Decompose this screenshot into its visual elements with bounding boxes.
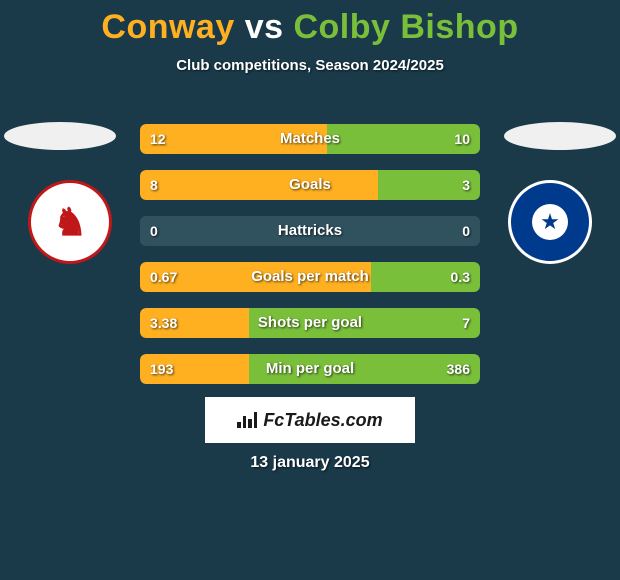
crest-glyph-left: ♞ xyxy=(53,200,87,245)
stat-label: Hattricks xyxy=(140,216,480,246)
player2-flag-oval xyxy=(504,122,616,150)
stat-label: Goals xyxy=(140,170,480,200)
stat-label: Shots per goal xyxy=(140,308,480,338)
page-title: Conway vs Colby Bishop xyxy=(0,0,620,47)
player1-flag-oval xyxy=(4,122,116,150)
stat-row: 3.387Shots per goal xyxy=(140,308,480,338)
bar-chart-icon xyxy=(237,412,257,428)
player1-name: Conway xyxy=(101,8,234,46)
vs-text: vs xyxy=(245,8,284,46)
stat-row: 83Goals xyxy=(140,170,480,200)
stat-label: Min per goal xyxy=(140,354,480,384)
crest-glyph-right: ★ xyxy=(532,204,568,240)
stat-row: 193386Min per goal xyxy=(140,354,480,384)
stat-label: Goals per match xyxy=(140,262,480,292)
stat-row: 0.670.3Goals per match xyxy=(140,262,480,292)
date-text: 13 january 2025 xyxy=(0,454,620,472)
stats-bars: 1210Matches 83Goals 00Hattricks 0.670.3Goal… xyxy=(140,124,480,400)
stat-label: Matches xyxy=(140,124,480,154)
player2-name: Colby Bishop xyxy=(293,8,518,46)
player1-club-crest: ♞ xyxy=(28,180,112,264)
stat-row: 1210Matches xyxy=(140,124,480,154)
logo-text: FcTables.com xyxy=(263,410,382,431)
stat-row: 00Hattricks xyxy=(140,216,480,246)
subtitle: Club competitions, Season 2024/2025 xyxy=(0,57,620,74)
player2-club-crest: ★ xyxy=(508,180,592,264)
fctables-logo[interactable]: FcTables.com xyxy=(205,397,415,443)
